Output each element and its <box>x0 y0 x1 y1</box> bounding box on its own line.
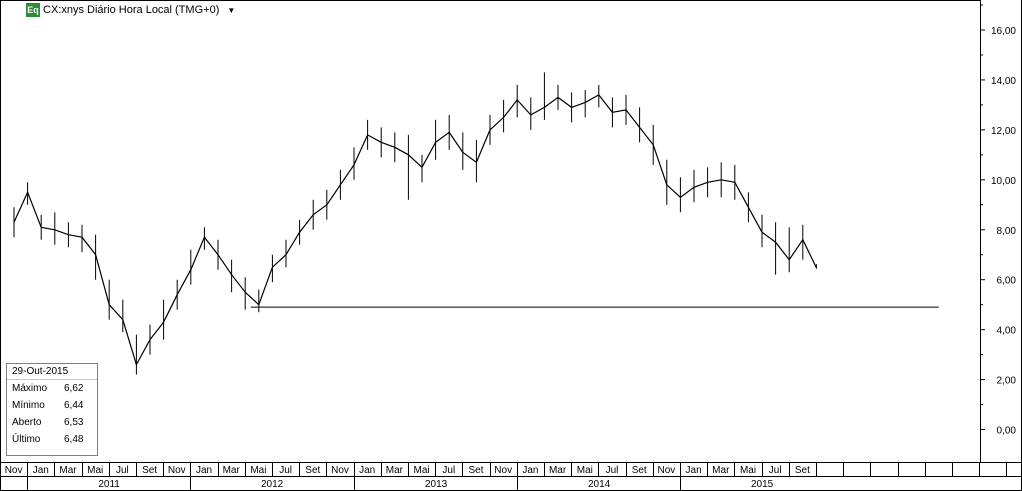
info-value: 6,53 <box>64 417 84 428</box>
x-month-label: Mai <box>414 465 430 476</box>
y-tick-label: 4,00 <box>997 326 1017 337</box>
x-month-label: Jan <box>359 465 375 476</box>
x-month-label: Jan <box>33 465 49 476</box>
info-label: Mínimo <box>12 400 45 411</box>
info-value: 6,48 <box>64 434 84 445</box>
y-tick-label: 10,00 <box>991 176 1016 187</box>
x-month-label: Mar <box>549 465 567 476</box>
x-month-label: Jan <box>522 465 538 476</box>
x-month-label: Jul <box>606 465 619 476</box>
triangle-down-icon[interactable]: ▼ <box>227 5 236 15</box>
info-value: 6,44 <box>64 400 84 411</box>
x-month-label: Jul <box>442 465 455 476</box>
x-month-label: Set <box>795 465 810 476</box>
x-month-label: Set <box>305 465 320 476</box>
info-row-open: Aberto 6,53 <box>7 414 97 431</box>
x-month-label: Jan <box>196 465 212 476</box>
x-month-label: Set <box>632 465 647 476</box>
x-month-label: Mar <box>386 465 404 476</box>
x-month-label: Mai <box>740 465 756 476</box>
info-row-high: Máximo 6,62 <box>7 380 97 397</box>
ohlc-info-box: 29-Out-2015 Máximo 6,62 Mínimo 6,44 Aber… <box>6 363 98 456</box>
x-axis: Nov Jan Mar Mai Jul Set Nov Jan Mar Mai Jul Set Nov J… <box>0 462 1022 491</box>
info-date: 29-Out-2015 <box>7 364 97 380</box>
x-month-label: Nov <box>331 465 349 476</box>
x-month-label: Jul <box>116 465 129 476</box>
info-row-last: Último 6,48 <box>7 431 97 448</box>
price-series <box>13 72 817 375</box>
info-value: 6,62 <box>64 383 84 394</box>
y-tick-label: 8,00 <box>997 226 1017 237</box>
x-month-label: Mai <box>577 465 593 476</box>
y-tick-label: 0,00 <box>997 426 1017 437</box>
x-month-label: Nov <box>658 465 676 476</box>
x-month-label: Nov <box>168 465 186 476</box>
series-line <box>13 94 817 367</box>
y-tick-label: 2,00 <box>997 376 1017 387</box>
x-year-label: 2015 <box>751 479 774 490</box>
x-month-label: Mar <box>712 465 730 476</box>
x-month-label: Set <box>468 465 483 476</box>
chart-title-bar[interactable]: Eq CX:xnys Diário Hora Local (TMG+0) ▼ <box>26 2 235 18</box>
y-tick-label: 12,00 <box>991 126 1016 137</box>
y-tick-label: 14,00 <box>991 76 1016 87</box>
x-month-label: Mar <box>59 465 77 476</box>
x-month-label: Jul <box>279 465 292 476</box>
info-label: Aberto <box>12 417 42 428</box>
equity-badge-icon: Eq <box>26 3 40 17</box>
x-year-label: 2012 <box>261 479 284 490</box>
x-month-label: Mai <box>250 465 266 476</box>
y-axis: 0,00 2,00 4,00 6,00 8,00 10,00 12,00 14,00 16,00 <box>980 4 1017 437</box>
x-month-label: Nov <box>5 465 23 476</box>
y-tick-label: 6,00 <box>997 276 1017 287</box>
x-year-label: 2011 <box>98 479 120 490</box>
x-year-label: 2013 <box>425 479 448 490</box>
x-month-label: Jan <box>686 465 702 476</box>
info-row-low: Mínimo 6,44 <box>7 397 97 414</box>
x-month-label: Set <box>142 465 157 476</box>
x-month-label: Mai <box>87 465 103 476</box>
info-label: Último <box>12 434 41 445</box>
x-month-label: Jul <box>769 465 782 476</box>
y-tick-label: 16,00 <box>991 26 1016 37</box>
chart-title: CX:xnys Diário Hora Local (TMG+0) <box>43 4 220 16</box>
x-year-label: 2014 <box>588 479 611 490</box>
x-month-label: Nov <box>494 465 512 476</box>
x-month-label: Mar <box>223 465 241 476</box>
info-label: Máximo <box>12 383 48 394</box>
